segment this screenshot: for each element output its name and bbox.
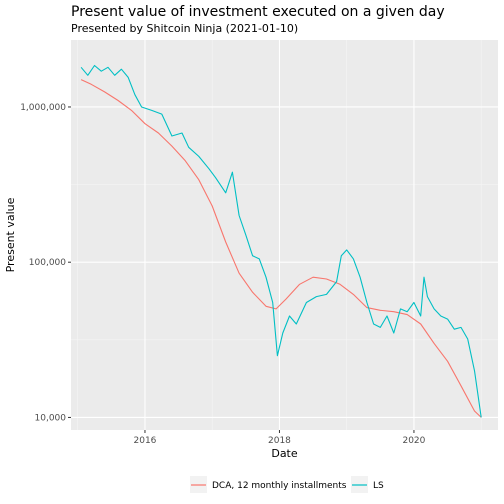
chart-title: Present value of investment executed on … xyxy=(71,4,445,20)
x-axis-title: Date xyxy=(271,447,298,460)
y-axis-title: Present value xyxy=(4,197,17,272)
y-tick-label: 10,000 xyxy=(35,413,67,423)
y-axis-ticks: 10,000 100,000 1,000,000 xyxy=(20,103,71,423)
legend-label-dca: DCA, 12 monthly installments xyxy=(212,481,347,491)
legend: DCA, 12 monthly installments LS xyxy=(190,476,384,493)
y-tick-label: 1,000,000 xyxy=(20,103,66,113)
series-lines xyxy=(80,64,482,418)
x-tick-label: 2020 xyxy=(402,436,425,446)
series-line-ls xyxy=(80,64,482,418)
chart-subtitle: Presented by Shitcoin Ninja (2021-01-10) xyxy=(71,22,298,35)
x-tick-label: 2016 xyxy=(134,436,157,446)
x-tick-label: 2018 xyxy=(268,436,291,446)
series-line-dca xyxy=(80,79,482,418)
legend-label-ls: LS xyxy=(373,481,384,491)
plot-panel xyxy=(71,40,498,430)
y-tick-label: 100,000 xyxy=(29,258,66,268)
x-axis-ticks: 2016 2018 2020 xyxy=(134,430,426,446)
grid-lines xyxy=(71,40,498,430)
